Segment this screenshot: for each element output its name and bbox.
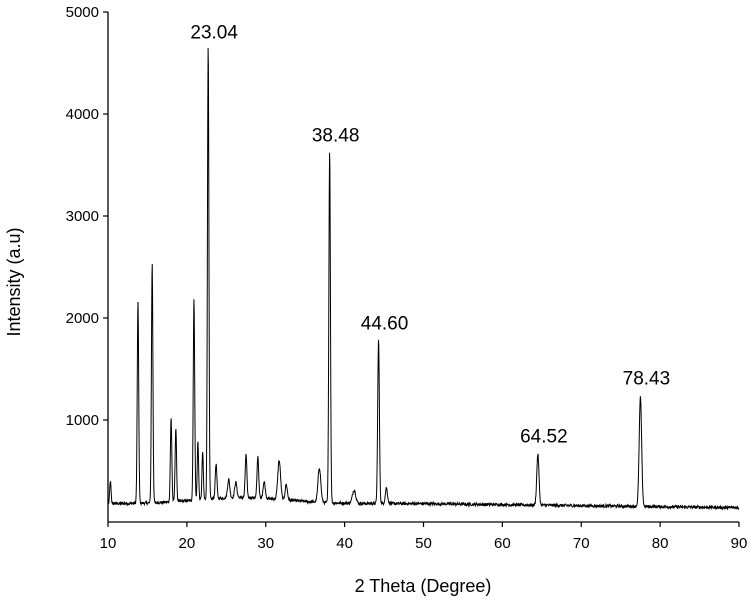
x-tick-label: 40 [336,535,353,552]
y-tick-label: 5000 [66,4,99,21]
y-tick-label: 3000 [66,208,99,225]
y-tick-label: 1000 [66,412,99,429]
y-axis-title: Intensity (a.u) [4,227,24,336]
xrd-pattern-line [108,48,740,511]
y-tick-label: 4000 [66,106,99,123]
x-tick-label: 30 [257,535,274,552]
x-axis-title: 2 Theta (Degree) [355,576,492,596]
y-ticks: 1000 2000 3000 4000 5000 [66,4,108,429]
x-tick-label: 20 [179,535,196,552]
peak-label: 23.04 [190,23,238,44]
axes [107,12,739,523]
peak-label: 78.43 [623,369,671,390]
x-tick-label: 90 [731,535,748,552]
x-ticks: 10 20 30 40 50 60 70 80 90 [100,522,748,552]
x-tick-label: 60 [494,535,511,552]
peak-label: 44.60 [361,313,409,334]
x-tick-label: 10 [100,535,117,552]
peak-label: 64.52 [520,427,568,448]
peak-label: 38.48 [312,126,360,147]
x-tick-label: 80 [652,535,669,552]
x-tick-label: 70 [573,535,590,552]
x-tick-label: 50 [415,535,432,552]
y-tick-label: 2000 [66,310,99,327]
peak-annotations: 23.04 38.48 44.60 64.52 78.43 [190,23,670,448]
